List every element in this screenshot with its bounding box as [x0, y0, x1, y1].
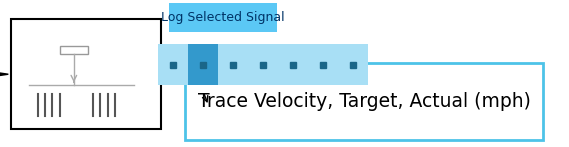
FancyBboxPatch shape: [169, 3, 277, 32]
Bar: [60, 46, 88, 54]
FancyBboxPatch shape: [185, 63, 542, 140]
FancyBboxPatch shape: [158, 44, 368, 85]
FancyBboxPatch shape: [11, 19, 160, 129]
Text: Trace Velocity, Target, Actual (mph): Trace Velocity, Target, Actual (mph): [197, 92, 530, 111]
FancyBboxPatch shape: [188, 44, 218, 85]
Text: Log Selected Signal: Log Selected Signal: [161, 11, 284, 24]
Polygon shape: [0, 71, 9, 77]
